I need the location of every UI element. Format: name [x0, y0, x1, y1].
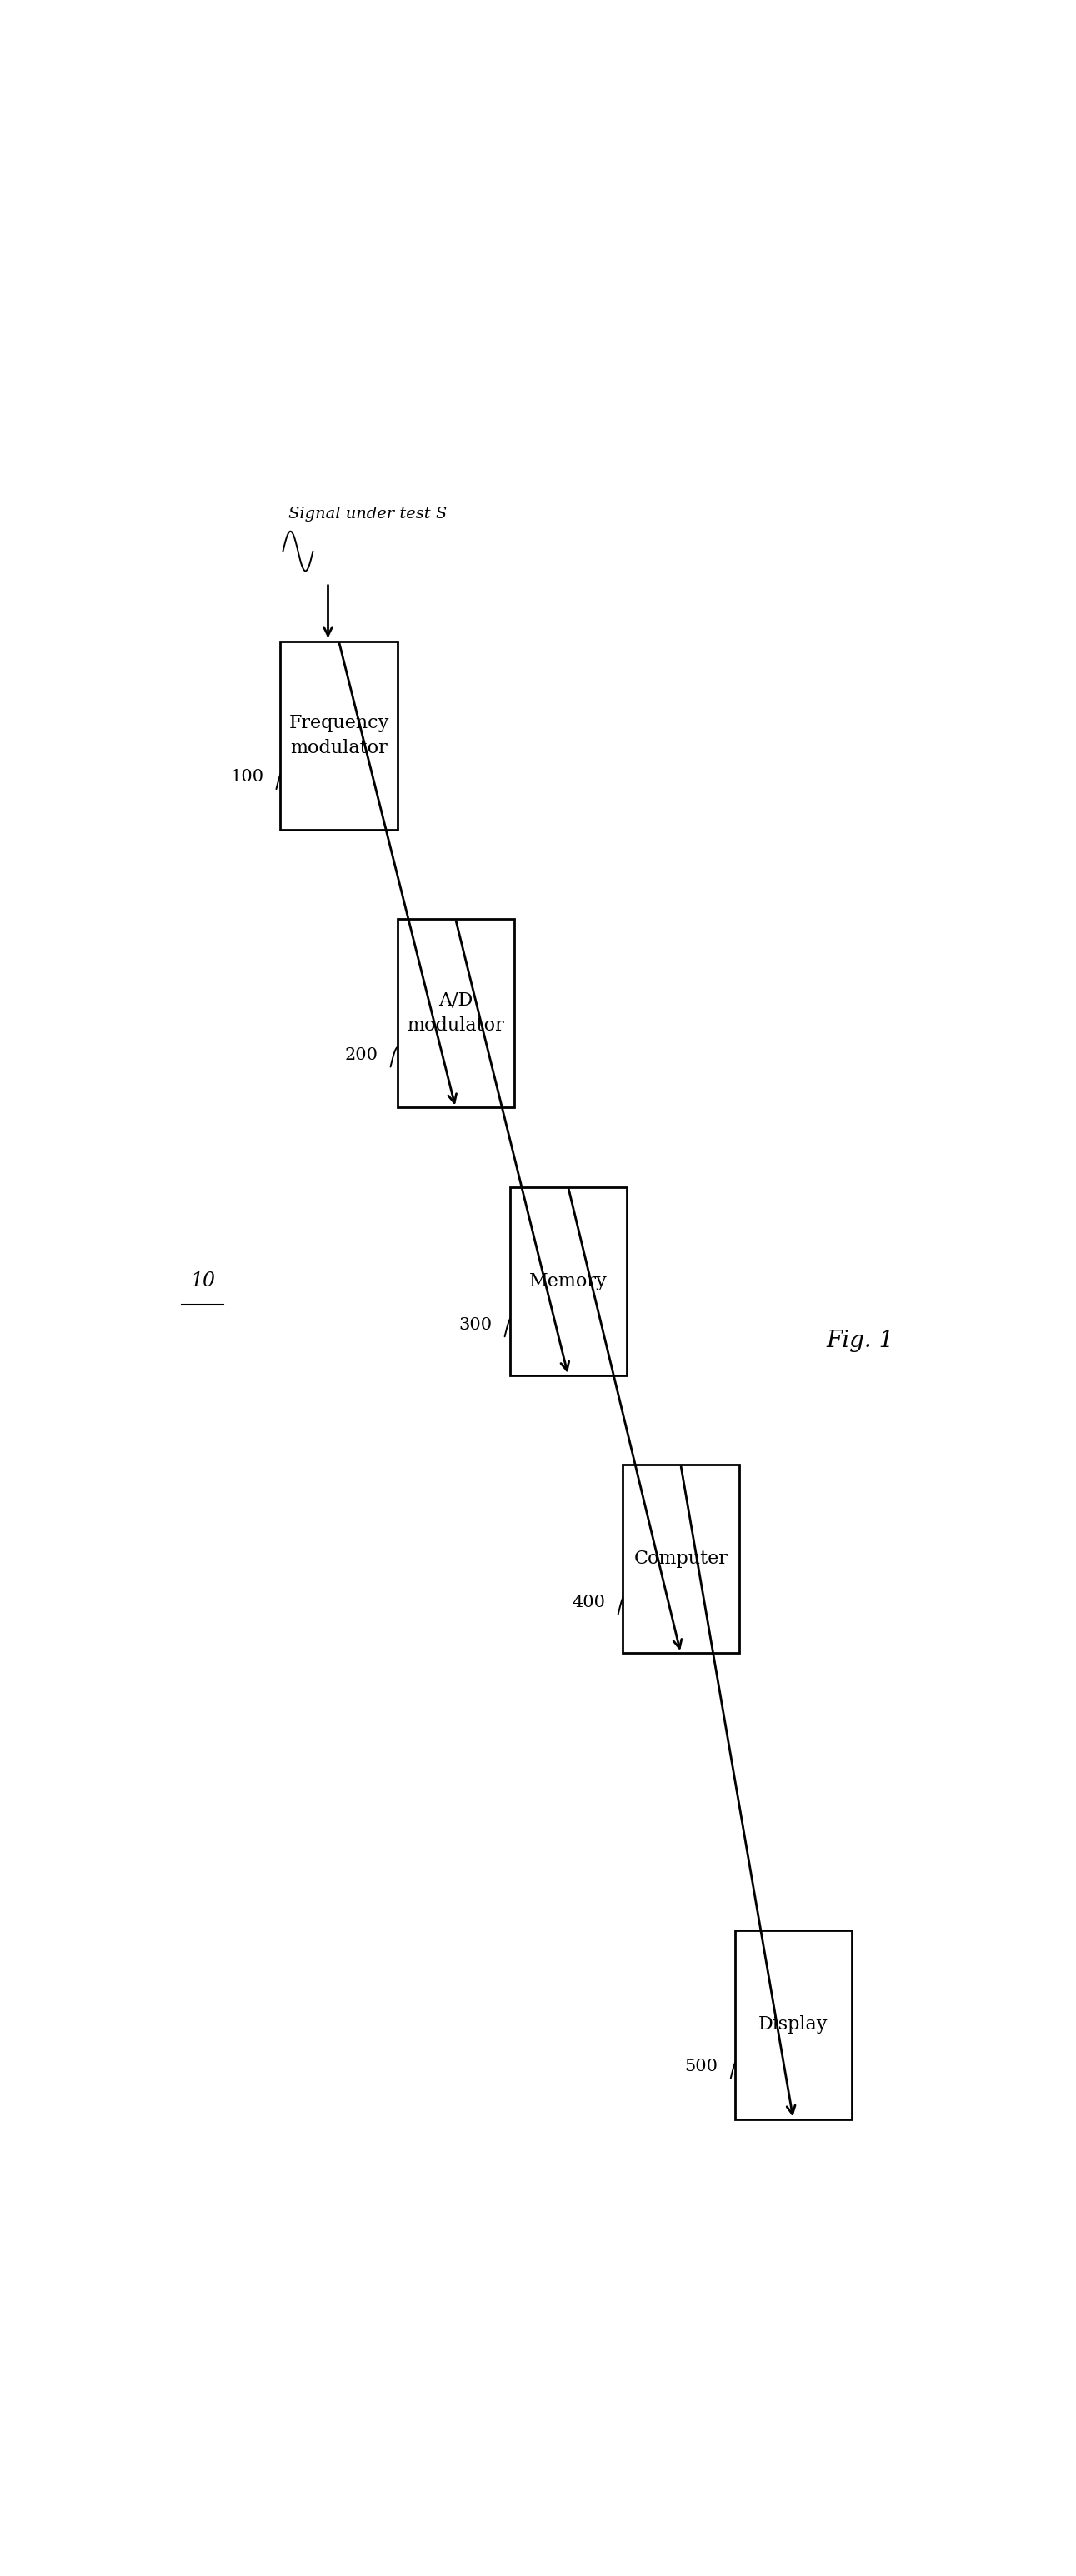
- Text: 10: 10: [190, 1273, 215, 1291]
- Text: Frequency
modulator: Frequency modulator: [288, 714, 388, 757]
- Text: 100: 100: [230, 770, 264, 786]
- Text: Fig. 1: Fig. 1: [826, 1329, 894, 1352]
- Text: 300: 300: [458, 1316, 492, 1332]
- Bar: [397, 920, 514, 1108]
- Text: 200: 200: [344, 1046, 378, 1064]
- Text: 400: 400: [572, 1595, 606, 1610]
- Bar: [510, 1188, 626, 1376]
- Text: Display: Display: [759, 2014, 829, 2035]
- Bar: [735, 1929, 852, 2120]
- Text: Signal under test S: Signal under test S: [288, 507, 448, 520]
- Bar: [281, 641, 397, 829]
- Text: A/D
modulator: A/D modulator: [407, 992, 505, 1036]
- Text: 500: 500: [685, 2058, 719, 2074]
- Text: Memory: Memory: [529, 1273, 607, 1291]
- Bar: [622, 1466, 739, 1654]
- Text: Computer: Computer: [634, 1551, 727, 1569]
